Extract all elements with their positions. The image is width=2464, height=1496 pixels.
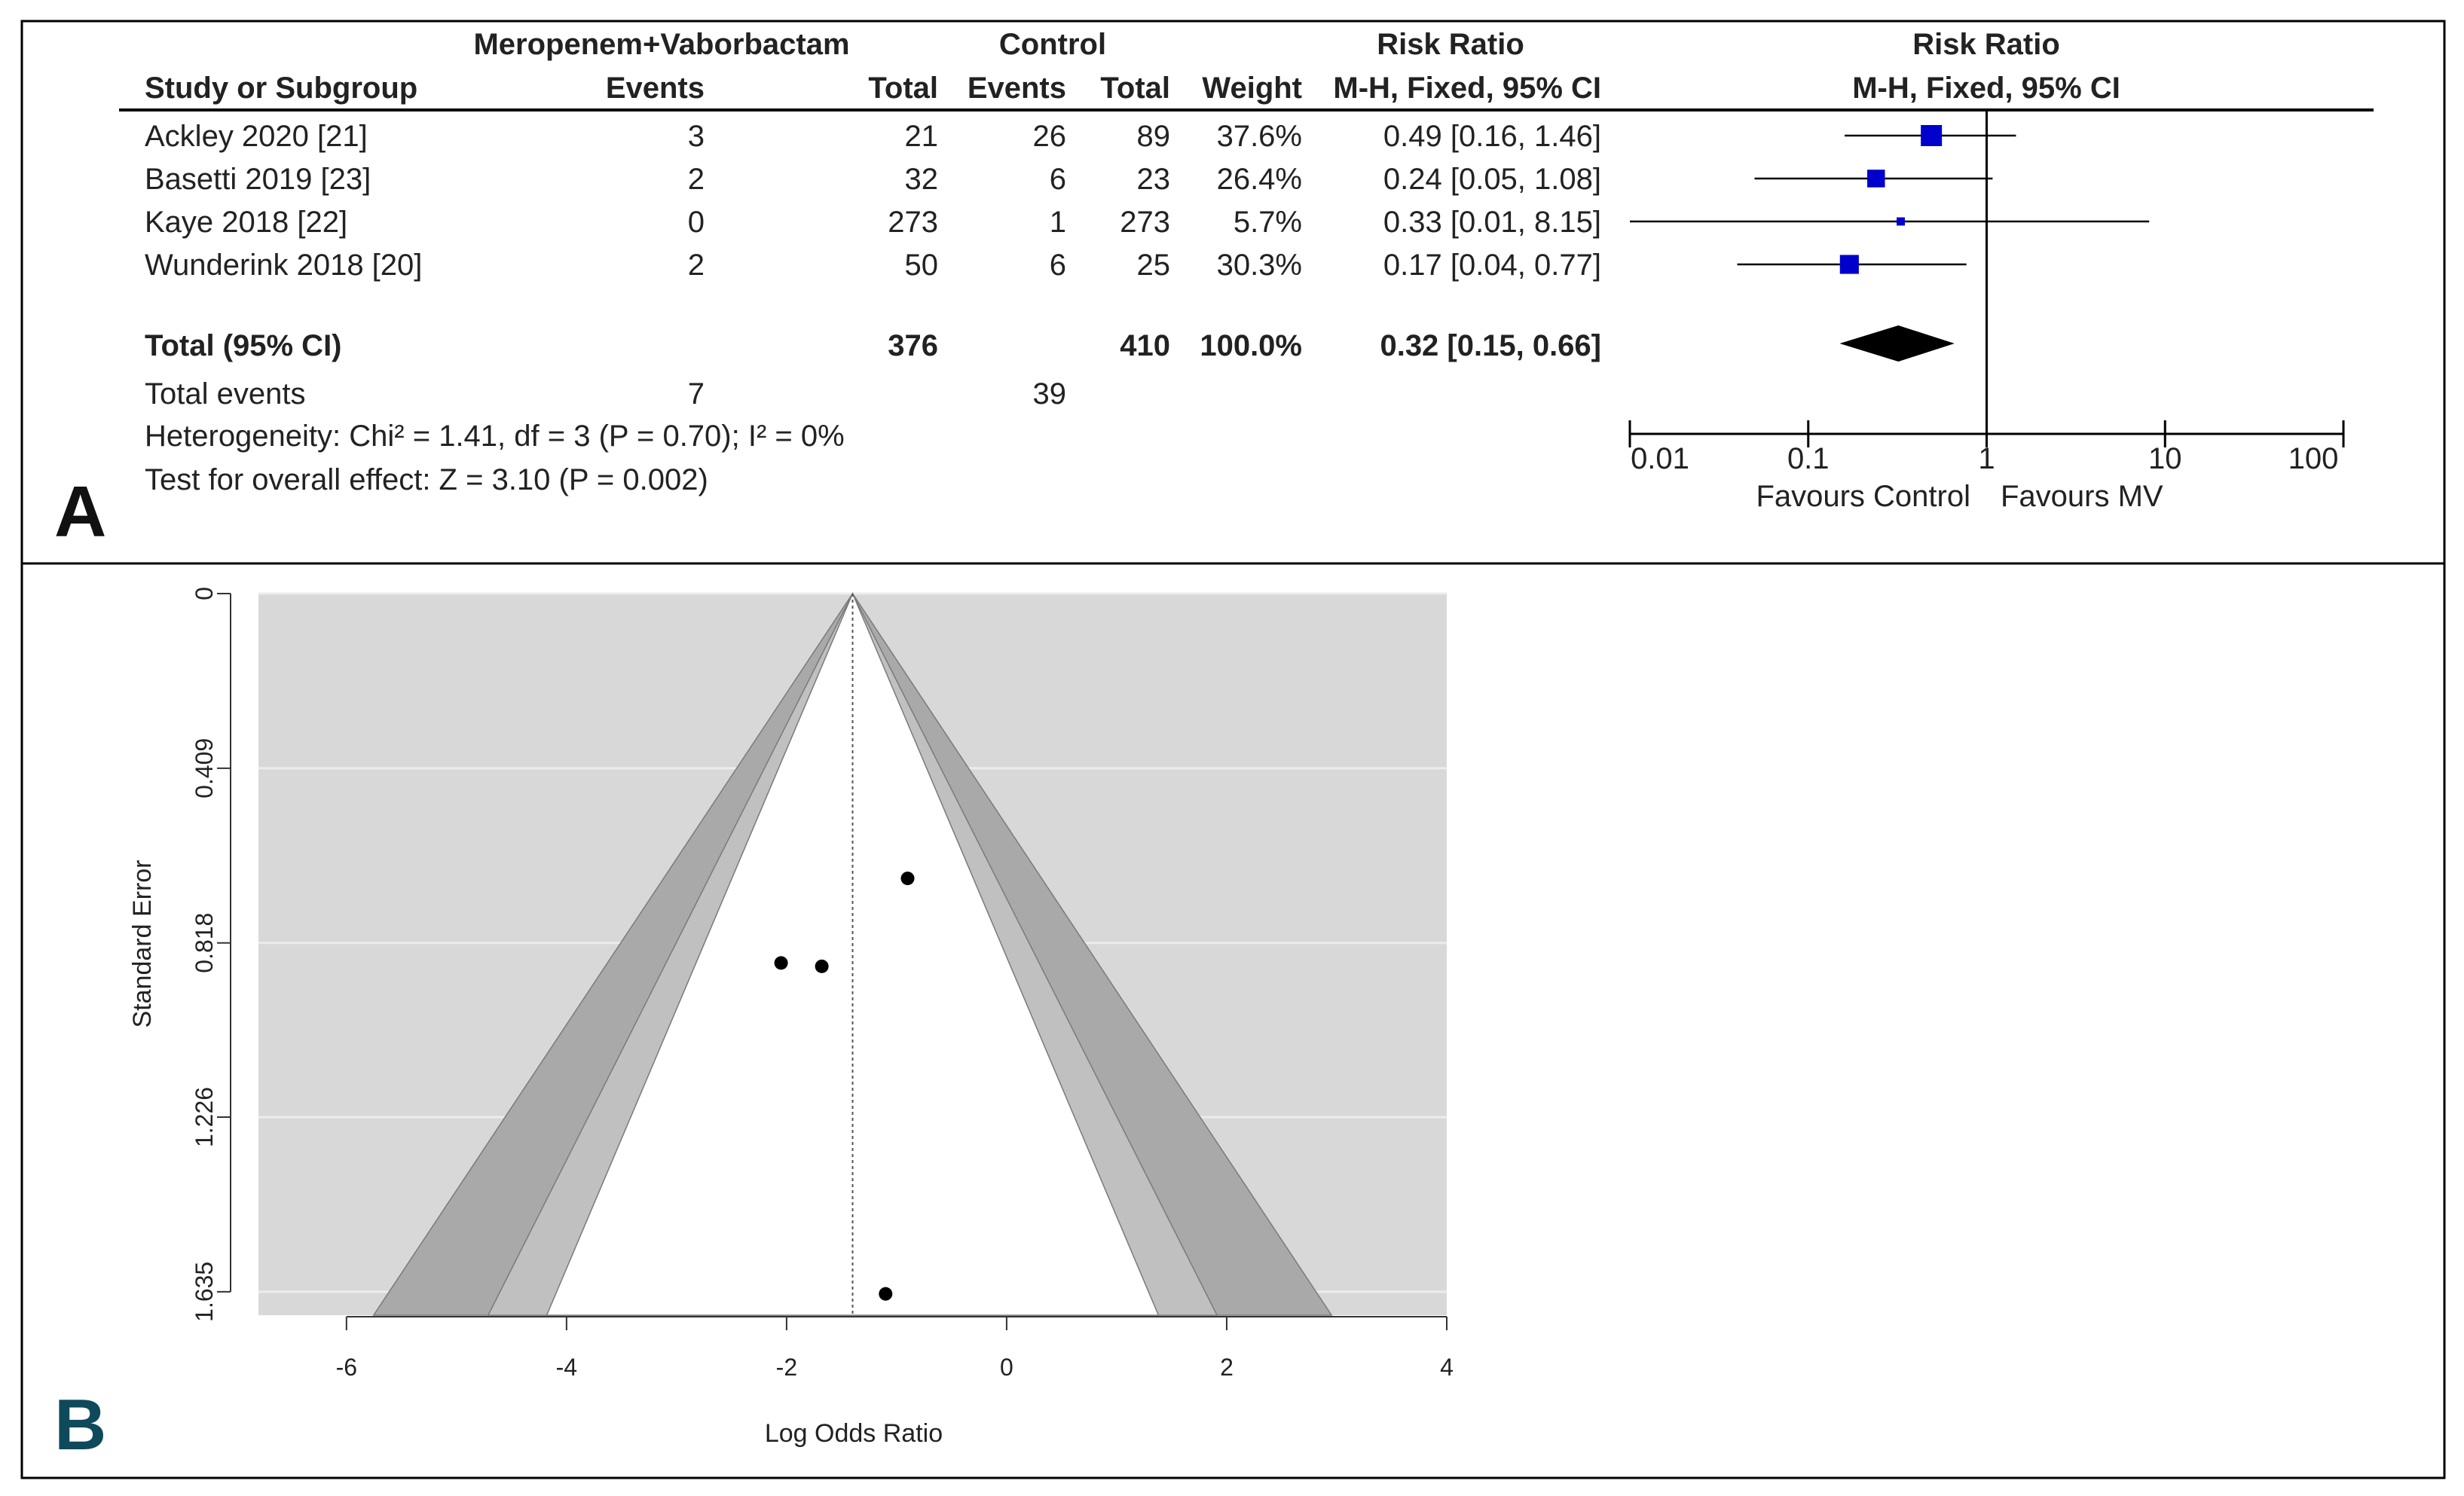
- effect-marker: [1897, 217, 1905, 226]
- funnel-y-tick-label: 1.226: [191, 1087, 218, 1147]
- study-events2: 6: [1050, 249, 1066, 282]
- study-weight: 26.4%: [1217, 163, 1302, 196]
- funnel-x-tick-label: -4: [556, 1354, 577, 1381]
- study-events2: 1: [1050, 206, 1066, 239]
- header-study: Study or Subgroup: [145, 72, 417, 105]
- study-weight: 5.7%: [1234, 206, 1302, 239]
- total-ci-text: 0.32 [0.15, 0.66]: [1380, 329, 1601, 362]
- study-row: Kaye 2018 [22] 0 273 1 273 5.7% 0.33 [0.01, 8.…: [145, 206, 1601, 239]
- study-events1: 0: [688, 206, 705, 239]
- study-ci-text: 0.49 [0.16, 1.46]: [1383, 120, 1601, 153]
- study-events1: 3: [688, 120, 705, 153]
- heterogeneity-text: Heterogeneity: Chi² = 1.41, df = 3 (P = …: [145, 420, 845, 453]
- study-total2: 25: [1137, 249, 1171, 282]
- funnel-x-tick-label: -6: [336, 1354, 357, 1381]
- header-weight: Weight: [1202, 72, 1302, 105]
- header-plot-title: Risk Ratio: [1912, 28, 2060, 61]
- funnel-x-tick-label: 0: [1000, 1354, 1013, 1381]
- total-events-label: Total events: [145, 377, 305, 411]
- study-rows: Ackley 2020 [21] 3 21 26 89 37.6% 0.49 [0.16, …: [145, 120, 1601, 282]
- study-events1: 2: [688, 163, 705, 196]
- study-row: Ackley 2020 [21] 3 21 26 89 37.6% 0.49 [0.16, …: [145, 120, 1601, 153]
- funnel-y-tick-label: 1.635: [191, 1262, 218, 1322]
- forest-plot-panel: A Meropenem+Vaborbactam Control Risk Rat…: [54, 28, 2374, 552]
- total-events2: 39: [1033, 377, 1067, 411]
- forest-x-tick-label: 100: [2288, 442, 2339, 475]
- header-events1: Events: [606, 72, 705, 105]
- study-total2: 89: [1137, 120, 1171, 153]
- funnel-y-tick-label: 0.818: [191, 913, 218, 973]
- effect-marker: [1867, 169, 1885, 188]
- header-total2: Total: [1100, 72, 1170, 105]
- study-events2: 6: [1050, 163, 1066, 196]
- forest-x-tick-label: 1: [1978, 442, 1995, 475]
- overall-effect-text: Test for overall effect: Z = 3.10 (P = 0…: [145, 463, 708, 496]
- study-name: Kaye 2018 [22]: [145, 206, 347, 239]
- study-point: [815, 959, 829, 973]
- total-weight: 100.0%: [1200, 329, 1302, 362]
- header-group2: Control: [999, 28, 1106, 61]
- funnel-plot: -6 -4 -2 0 2 4 0 0.409 0.818 1.226 1.635: [191, 587, 1454, 1381]
- forest-x-tick-label: 0.01: [1631, 442, 1689, 475]
- favours-right-label: Favours MV: [2001, 480, 2163, 513]
- funnel-x-tick-label: 4: [1440, 1354, 1454, 1381]
- funnel-ylabel: Standard Error: [128, 860, 157, 1028]
- header-method: M-H, Fixed, 95% CI: [1333, 72, 1601, 105]
- funnel-xlabel: Log Odds Ratio: [765, 1419, 943, 1448]
- panel-b-label: B: [54, 1385, 106, 1465]
- total-total2: 410: [1120, 329, 1170, 362]
- forest-x-tick-label: 10: [2148, 442, 2182, 475]
- effect-marker: [1839, 255, 1859, 274]
- study-ci-text: 0.33 [0.01, 8.15]: [1383, 206, 1601, 239]
- study-total1: 50: [905, 249, 939, 282]
- funnel-y-tick-label: 0: [191, 587, 218, 600]
- study-total2: 23: [1137, 163, 1171, 196]
- study-ci-text: 0.17 [0.04, 0.77]: [1383, 249, 1601, 282]
- header-events2: Events: [968, 72, 1066, 105]
- study-total1: 273: [888, 206, 938, 239]
- forest-plot: 0.01 0.1 1 10 100: [1628, 111, 2345, 475]
- study-events2: 26: [1033, 120, 1067, 153]
- study-total2: 273: [1120, 206, 1170, 239]
- total-events1: 7: [688, 377, 705, 411]
- forest-x-tick-label: 0.1: [1787, 442, 1830, 475]
- funnel-plot-panel: B -6 -4 -2 0 2 4 0 0.409 0.818 1.226 1.635 Log Odd…: [54, 587, 1454, 1465]
- study-weight: 37.6%: [1217, 120, 1302, 153]
- header-group1: Meropenem+Vaborbactam: [473, 28, 849, 61]
- study-ci-text: 0.24 [0.05, 1.08]: [1383, 163, 1601, 196]
- funnel-x-tick-label: 2: [1220, 1354, 1234, 1381]
- study-row: Wunderink 2018 [20] 2 50 6 25 30.3% 0.17 [0.04…: [145, 249, 1601, 282]
- study-weight: 30.3%: [1217, 249, 1302, 282]
- study-total1: 32: [905, 163, 939, 196]
- funnel-y-tick-label: 0.409: [191, 738, 218, 798]
- header-plot-method: M-H, Fixed, 95% CI: [1852, 72, 2120, 105]
- panel-a-label: A: [54, 472, 106, 552]
- study-point: [900, 872, 915, 886]
- funnel-band-90: [546, 592, 1160, 1316]
- study-events1: 2: [688, 249, 705, 282]
- favours-left-label: Favours Control: [1756, 480, 1970, 513]
- study-name: Wunderink 2018 [20]: [145, 249, 422, 282]
- study-point: [774, 956, 788, 970]
- study-name: Basetti 2019 [23]: [145, 163, 371, 196]
- study-name: Ackley 2020 [21]: [145, 120, 368, 153]
- total-label: Total (95% CI): [145, 329, 342, 362]
- pooled-diamond: [1839, 325, 1955, 362]
- study-row: Basetti 2019 [23] 2 32 6 23 26.4% 0.24 [0.05, …: [145, 163, 1601, 196]
- header-total1: Total: [868, 72, 938, 105]
- total-total1: 376: [888, 329, 938, 362]
- funnel-x-tick-label: -2: [776, 1354, 797, 1381]
- study-point: [879, 1287, 893, 1301]
- study-total1: 21: [905, 120, 939, 153]
- header-rr-col: Risk Ratio: [1377, 28, 1524, 61]
- effect-marker: [1921, 125, 1943, 146]
- total-row: Total (95% CI) 376 410 100.0% 0.32 [0.15…: [145, 329, 1601, 362]
